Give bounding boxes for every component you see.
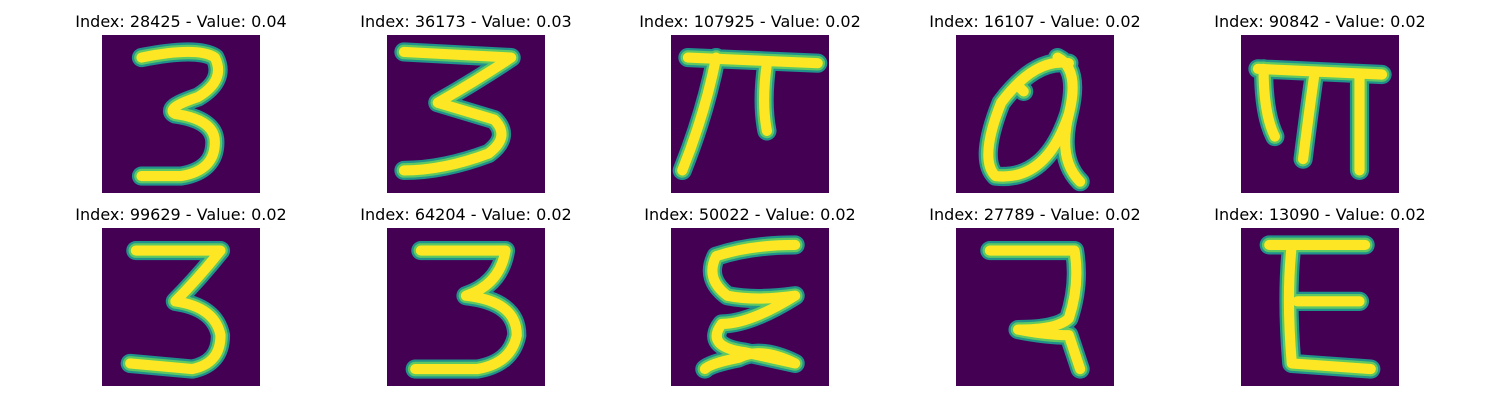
- panel-8: Index: 50022 - Value: 0.02: [644, 206, 856, 386]
- panel-title: Index: 64204 - Value: 0.02: [360, 205, 572, 224]
- glyph-stroke-core: [983, 52, 1086, 187]
- panel-3: Index: 107925 - Value: 0.02: [639, 13, 861, 193]
- digit-image: [387, 35, 545, 193]
- glyph-stroke-core: [677, 52, 823, 176]
- digit-image: [956, 35, 1114, 193]
- glyph-stroke-core: [1264, 239, 1376, 375]
- panel-4: Index: 16107 - Value: 0.02: [929, 13, 1141, 193]
- glyph-stroke-core: [398, 46, 517, 176]
- glyph-stroke-core: [410, 245, 522, 375]
- panel-title: Index: 99629 - Value: 0.02: [75, 205, 287, 224]
- digit-image: [102, 228, 260, 386]
- panel-title: Index: 16107 - Value: 0.02: [929, 12, 1141, 31]
- glyph-stroke-core: [984, 245, 1086, 375]
- digit-image: [671, 35, 829, 193]
- panel-title: Index: 107925 - Value: 0.02: [639, 12, 861, 31]
- panel-title: Index: 90842 - Value: 0.02: [1214, 12, 1426, 31]
- panel-5: Index: 90842 - Value: 0.02: [1214, 13, 1426, 193]
- panel-9: Index: 27789 - Value: 0.02: [929, 206, 1141, 386]
- panel-10: Index: 13090 - Value: 0.02: [1214, 206, 1426, 386]
- glyph-stroke-core: [136, 46, 224, 182]
- digit-image: [956, 228, 1114, 386]
- digit-image: [102, 35, 260, 193]
- panel-title: Index: 28425 - Value: 0.04: [75, 12, 287, 31]
- glyph-stroke-core: [125, 245, 226, 375]
- panel-title: Index: 50022 - Value: 0.02: [644, 205, 856, 224]
- panel-6: Index: 99629 - Value: 0.02: [75, 206, 287, 386]
- panel-title: Index: 13090 - Value: 0.02: [1214, 205, 1426, 224]
- digit-image: [1241, 35, 1399, 193]
- digit-image: [671, 228, 829, 386]
- panel-2: Index: 36173 - Value: 0.03: [360, 13, 572, 193]
- glyph-stroke-core: [1252, 63, 1388, 176]
- glyph-stroke-core: [699, 239, 801, 375]
- panel-title: Index: 27789 - Value: 0.02: [929, 205, 1141, 224]
- digit-image: [387, 228, 545, 386]
- panel-1: Index: 28425 - Value: 0.04: [75, 13, 287, 193]
- panel-title: Index: 36173 - Value: 0.03: [360, 12, 572, 31]
- digit-image: [1241, 228, 1399, 386]
- panel-7: Index: 64204 - Value: 0.02: [360, 206, 572, 386]
